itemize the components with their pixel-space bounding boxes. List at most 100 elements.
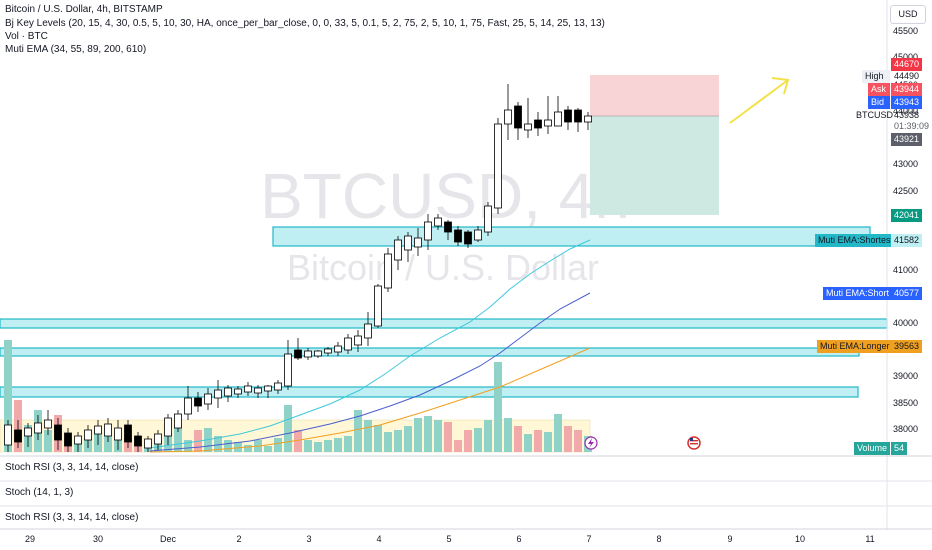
candle-body [164, 417, 172, 437]
ema-shortest-value: 41582 [891, 234, 923, 247]
candle-body [154, 433, 162, 445]
candle-body [504, 109, 512, 125]
volume-bar [434, 420, 442, 452]
candle-body [244, 385, 252, 393]
candle-body [224, 387, 232, 397]
level-price-tag: 42041 [891, 209, 923, 222]
candle-body [444, 221, 452, 233]
candle-body [484, 205, 492, 233]
projection-arrow[interactable] [729, 79, 789, 124]
indicator-bj-key-levels[interactable]: Bj Key Levels (20, 15, 4, 30, 0.5, 5, 10… [5, 18, 605, 29]
target-zone[interactable] [590, 75, 719, 116]
pane-stoch-rsi-2-title[interactable]: Stoch RSI (3, 3, 14, 14, close) [5, 512, 139, 523]
volume-bar [274, 438, 282, 452]
candle-body [114, 427, 122, 441]
candle-body [54, 424, 62, 441]
candle-body [414, 237, 422, 248]
ema-longer-line [149, 347, 591, 453]
time-tick-label: 3 [306, 534, 312, 544]
volume-bar [514, 426, 522, 452]
volume-bar [214, 436, 222, 452]
candle-body [204, 393, 212, 405]
candle-body [514, 105, 522, 129]
high-label: High [862, 70, 890, 83]
candle-body [364, 323, 372, 339]
price-tick-label: 40000 [893, 318, 919, 328]
candle-body [434, 217, 442, 227]
volume-bar [414, 418, 422, 452]
ema-shortest-label: Muti EMA:Shortest [815, 234, 897, 247]
price-tick-label: 39000 [893, 371, 919, 381]
key-level-box[interactable] [0, 347, 860, 357]
volume-bar [174, 425, 182, 452]
candle-body [104, 423, 112, 437]
candle-body [584, 115, 592, 123]
candle-body [264, 385, 272, 392]
ema-short-line [149, 292, 591, 452]
arrow-head [771, 77, 790, 95]
volume-label: Volume [854, 442, 891, 455]
volume-bar [184, 440, 192, 452]
price-tick-label: 45500 [893, 26, 919, 36]
volume-bar [404, 426, 412, 452]
volume-bar [454, 440, 462, 452]
ema-short-value: 40577 [891, 287, 923, 300]
pane-stoch-title[interactable]: Stoch (14, 1, 3) [5, 487, 74, 498]
candle-body [14, 429, 22, 443]
time-tick-label: 10 [794, 534, 806, 544]
price-tick-label: 45000 [893, 52, 919, 62]
price-tick-label: 44000 [893, 106, 919, 116]
target-price-tag: 44670 [891, 58, 923, 71]
stop-zone[interactable] [590, 116, 719, 215]
volume-bar [484, 420, 492, 452]
candle-body [494, 123, 502, 209]
indicator-volume[interactable]: Vol · BTC [5, 31, 48, 42]
candle-body [314, 350, 322, 357]
key-level-box[interactable] [0, 386, 859, 398]
bid-label: Bid [868, 96, 890, 109]
candle-body [4, 424, 12, 446]
time-tick-label: 8 [656, 534, 662, 544]
time-tick-label: 29 [24, 534, 36, 544]
candle-body [384, 253, 392, 289]
symbol-title[interactable]: Bitcoin / U.S. Dollar, 4h, BITSTAMP [5, 4, 163, 15]
key-level-box[interactable] [0, 318, 888, 329]
price-tick-label: 38500 [893, 398, 919, 408]
candlesticks[interactable] [4, 84, 592, 452]
candle-body [134, 435, 142, 447]
ask-value: 43944 [891, 83, 923, 96]
volume-bar [4, 340, 12, 452]
volume-bar [354, 410, 362, 452]
volume-bar [494, 362, 502, 452]
candle-body [84, 429, 92, 441]
volume-bar [554, 414, 562, 452]
volume-bar [364, 420, 372, 452]
volume-bar [344, 436, 352, 452]
candle-body [474, 229, 482, 241]
candle-body [354, 335, 362, 346]
time-tick-label: 5 [446, 534, 452, 544]
key-level-box[interactable] [272, 226, 871, 247]
volume-bar [324, 440, 332, 452]
bid-value: 43943 [891, 96, 923, 109]
candle-body [564, 109, 572, 123]
watermark-ticker: BTCUSD, 4h [260, 160, 630, 232]
ask-label: Ask [868, 83, 890, 96]
volume-bar [284, 405, 292, 452]
volume-bar [304, 440, 312, 452]
candle-body [544, 119, 552, 127]
indicator-muti-ema[interactable]: Muti EMA (34, 55, 89, 200, 610) [5, 44, 147, 55]
candle-body [194, 397, 202, 407]
volume-bar [424, 416, 432, 452]
currency-button[interactable]: USD [890, 5, 926, 24]
volume-bar [384, 432, 392, 452]
candle-body [324, 348, 332, 354]
candle-body [394, 239, 402, 261]
candle-body [454, 229, 462, 243]
pane-stoch-rsi-title[interactable]: Stoch RSI (3, 3, 14, 14, close) [5, 462, 139, 473]
candle-body [44, 419, 52, 429]
symbol-label: BTCUSD [856, 110, 894, 120]
price-tick-label: 42500 [893, 186, 919, 196]
price-tick-label: 41000 [893, 265, 919, 275]
